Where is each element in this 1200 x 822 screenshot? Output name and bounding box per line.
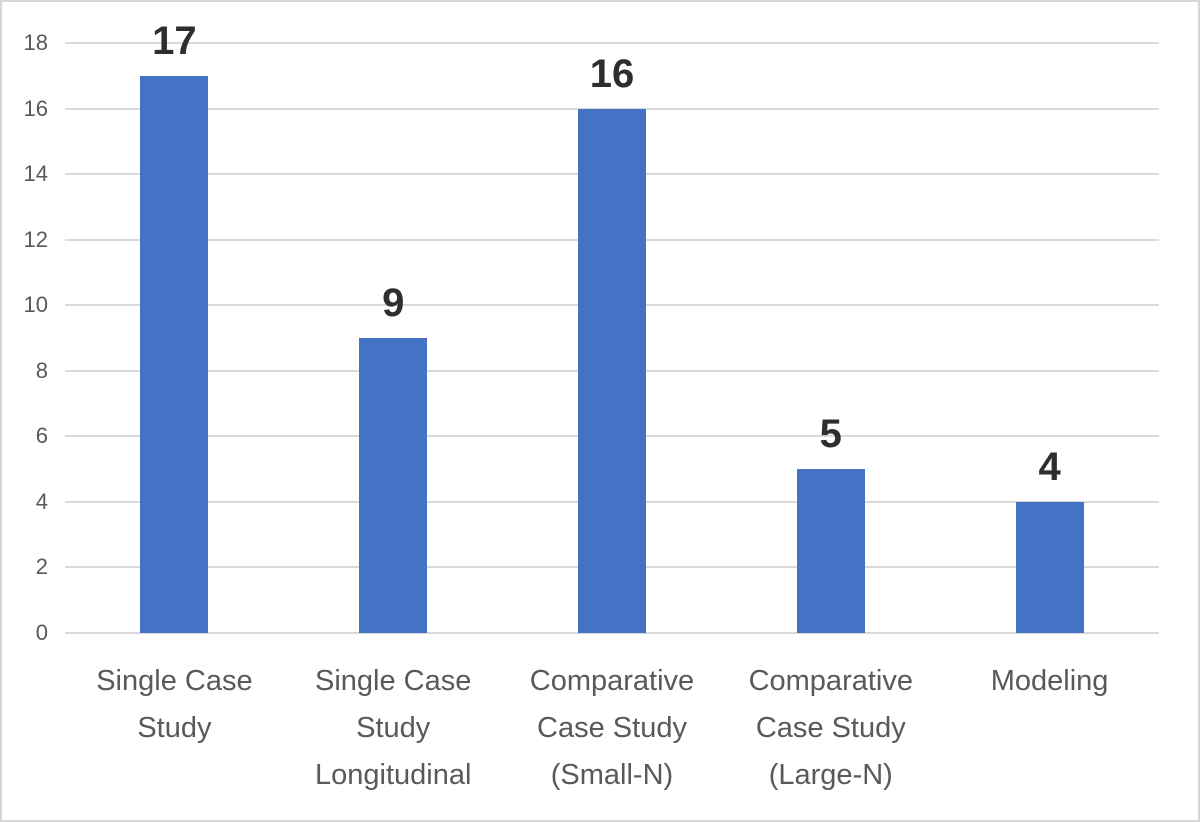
bar-0 [140, 75, 209, 633]
bar-3 [796, 469, 865, 633]
data-label-1: 9 [382, 281, 405, 325]
y-axis-tick-label-2: 2 [35, 554, 48, 580]
category-label-line: Single Case [315, 665, 472, 697]
y-axis-tick-label-14: 14 [23, 161, 48, 187]
y-axis-tick-label-10: 10 [23, 292, 48, 318]
gridline-0 [65, 632, 1159, 634]
y-axis-tick-label-8: 8 [35, 357, 48, 383]
y-axis-tick-label-16: 16 [23, 95, 48, 121]
bar-1 [359, 338, 428, 633]
category-label-4: Modeling [934, 658, 1165, 705]
category-label-line: Single Case [96, 665, 253, 697]
plot-area: 17 9 16 5 4 [65, 19, 1159, 634]
category-label-line: Study [356, 712, 431, 744]
data-label-2: 16 [589, 51, 635, 96]
category-label-line: Modeling [990, 665, 1109, 697]
gridline-16 [65, 107, 1159, 110]
data-label-3: 5 [819, 412, 842, 457]
category-label-3: Comparative Case Study (Large-N) [715, 658, 946, 799]
bar-4 [1015, 501, 1084, 633]
category-label-0: Single Case Study [59, 658, 290, 752]
category-label-line: (Small-N) [550, 759, 674, 791]
category-label-line: Longitudinal [314, 759, 472, 791]
category-label-line: Case Study [755, 712, 906, 744]
y-axis-tick-label-4: 4 [35, 488, 48, 514]
data-label-0: 17 [152, 18, 197, 63]
category-label-line: Comparative [529, 665, 695, 697]
y-axis-tick-label-0: 0 [35, 620, 48, 645]
category-label-2: Comparative Case Study (Small-N) [497, 658, 728, 799]
y-axis-tick-label-12: 12 [23, 226, 48, 252]
bar-2 [578, 108, 646, 633]
category-label-line: Study [137, 712, 212, 744]
category-label-1: Single Case Study Longitudinal [278, 658, 509, 799]
y-axis-tick-label-18: 18 [23, 30, 48, 55]
y-axis-tick-label-6: 6 [35, 423, 48, 449]
gridline-18 [65, 42, 1159, 44]
category-label-line: Comparative [748, 665, 913, 697]
data-label-4: 4 [1038, 444, 1061, 489]
category-label-line: (Large-N) [768, 759, 893, 791]
category-label-line: Case Study [537, 712, 687, 744]
